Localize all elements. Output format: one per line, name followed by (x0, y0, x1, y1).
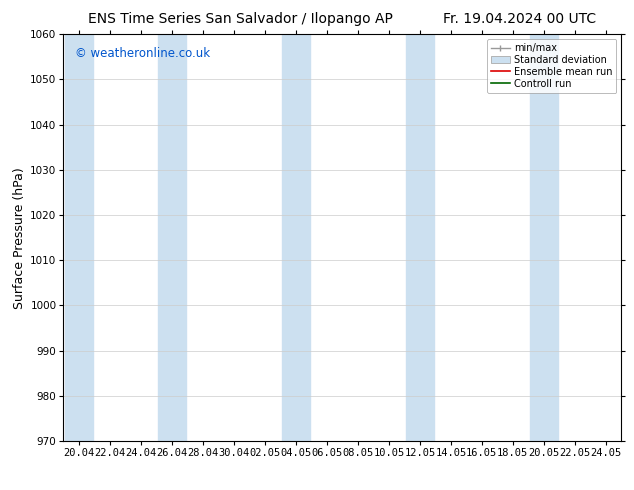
Y-axis label: Surface Pressure (hPa): Surface Pressure (hPa) (13, 167, 26, 309)
Bar (282, 34, 310, 441)
Legend: min/max, Standard deviation, Ensemble mean run, Controll run: min/max, Standard deviation, Ensemble me… (487, 39, 616, 93)
Bar (530, 34, 558, 441)
Text: © weatheronline.co.uk: © weatheronline.co.uk (75, 47, 210, 59)
Bar (406, 34, 434, 441)
Bar (158, 34, 186, 441)
Text: ENS Time Series San Salvador / Ilopango AP: ENS Time Series San Salvador / Ilopango … (89, 12, 393, 26)
Text: Fr. 19.04.2024 00 UTC: Fr. 19.04.2024 00 UTC (443, 12, 597, 26)
Bar (65, 34, 93, 441)
